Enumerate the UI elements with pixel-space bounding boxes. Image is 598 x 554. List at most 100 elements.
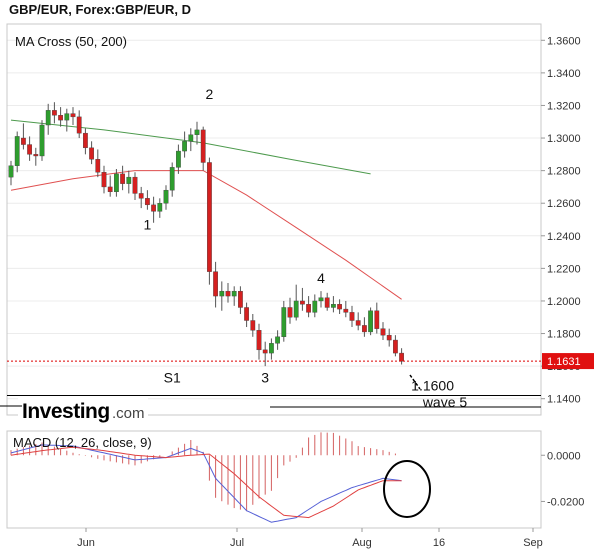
x-tick-label: Sep (523, 537, 543, 549)
candle-body (76, 116, 82, 134)
y-tick-label: 1.3200 (547, 100, 581, 112)
wave-label: 3 (261, 369, 269, 385)
candle-body (237, 290, 243, 308)
candle (312, 294, 318, 318)
candle (89, 141, 95, 165)
last-price-label: 1.1631 (547, 356, 581, 368)
candle (374, 302, 380, 334)
chart-title: GBP/EUR, Forex:GBP/EUR, D (9, 2, 191, 17)
wave-label: 1 (144, 216, 152, 232)
time-axis: Jun Jul Aug 16 Sep (77, 528, 543, 549)
candle (39, 120, 45, 161)
candle (126, 170, 132, 194)
candle (219, 281, 225, 311)
candle-body (89, 147, 95, 160)
candle-body (206, 162, 212, 272)
candle-body (244, 307, 249, 321)
candle-body (64, 113, 70, 121)
candle-body (82, 132, 88, 149)
y-tick-label: 1.2800 (547, 166, 581, 178)
candle (213, 261, 218, 308)
wave-label: 4 (317, 270, 325, 286)
wave-label: 1.1600 (411, 378, 454, 394)
candle (169, 162, 175, 197)
candle-body (262, 349, 268, 354)
candle-body (219, 290, 225, 297)
candle (138, 186, 144, 209)
candle (256, 323, 262, 360)
candle-body (318, 297, 324, 302)
candle (200, 126, 206, 171)
logo-wordmark: Investing (22, 400, 110, 423)
candle (70, 107, 76, 126)
candle (393, 335, 398, 357)
candle-body (132, 176, 138, 194)
candle-body (200, 129, 206, 163)
macd-line (10, 444, 402, 523)
x-tick-label: Aug (352, 537, 372, 549)
candle (107, 175, 113, 197)
wave-label: S1 (164, 369, 181, 385)
candle (163, 185, 169, 210)
wave-label: 2 (206, 86, 214, 102)
y-tick-label: 1.2600 (547, 198, 581, 210)
candle-body (70, 113, 76, 118)
candle (21, 123, 26, 150)
candle (95, 149, 101, 178)
candle-body (393, 339, 398, 354)
candle-body (144, 198, 150, 206)
candle (101, 165, 107, 194)
candle (182, 131, 187, 158)
candle-body (45, 110, 51, 126)
candle (58, 107, 64, 127)
candle (52, 102, 57, 124)
candle-body (8, 165, 14, 178)
candle (27, 136, 32, 161)
candle (231, 286, 237, 306)
candle (324, 292, 330, 311)
candle-body (343, 308, 349, 313)
candle-body (151, 204, 156, 212)
candle-body (107, 186, 113, 193)
candle-body (126, 176, 132, 184)
y-tick-label: 1.3000 (547, 133, 581, 145)
candle (355, 312, 361, 331)
candle-body (231, 290, 237, 297)
candle (250, 313, 256, 337)
candle-body (306, 304, 311, 313)
candle-body (368, 310, 373, 333)
candle (64, 108, 70, 132)
candle (281, 300, 287, 342)
candle-body (324, 297, 330, 308)
candle-body (175, 150, 181, 168)
candle (368, 307, 373, 336)
candle (76, 110, 82, 139)
price-grid (7, 39, 541, 400)
macd-axis: 0.0000 -0.0200 (541, 450, 584, 508)
candle (120, 165, 126, 191)
x-tick-label: Jun (77, 537, 95, 549)
y-tick-label: 1.2400 (547, 231, 581, 243)
signal-line (10, 446, 402, 519)
y-tick-label: 1.1800 (547, 329, 581, 341)
candle (8, 160, 14, 186)
candle (82, 128, 88, 155)
candle (275, 330, 280, 350)
macd-path (10, 444, 402, 523)
ma-50-path (10, 170, 402, 300)
macd-tick-label: 0.0000 (547, 450, 581, 462)
candle-body (300, 300, 305, 305)
candle-body (337, 304, 342, 310)
candle (293, 284, 299, 321)
candle-body (169, 167, 175, 191)
candle (337, 299, 342, 314)
candle (206, 157, 212, 285)
candle (262, 341, 268, 367)
candle-body (312, 300, 318, 313)
x-tick-label: Jul (230, 537, 244, 549)
signal-path (10, 446, 402, 519)
candle-body (362, 325, 367, 333)
candle-body (374, 310, 380, 329)
y-tick-label: 1.2000 (547, 296, 581, 308)
macd-panel (6, 430, 542, 529)
